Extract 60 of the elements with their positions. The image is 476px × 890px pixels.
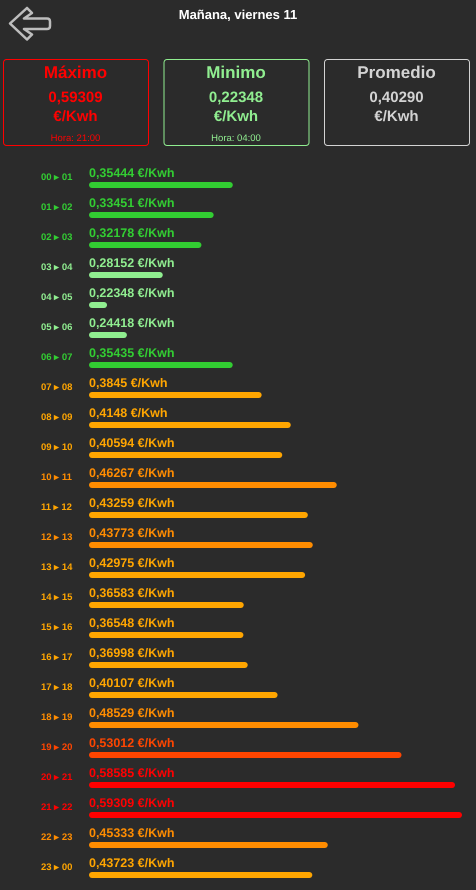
y-tick-label: 14 ▸ 15 bbox=[41, 592, 74, 603]
text: Hora: 21:00 bbox=[50, 133, 100, 144]
y-tick-label: 22 ▸ 23 bbox=[41, 832, 72, 843]
category-label: Máximo bbox=[44, 63, 108, 82]
y-tick-label: 06 ▸ 07 bbox=[41, 352, 72, 363]
data-label: 0,36548 €/Kwh bbox=[89, 616, 174, 630]
data-label: 0,45333 €/Kwh bbox=[89, 826, 174, 840]
data-label: 0,48529 €/Kwh bbox=[89, 706, 174, 720]
category-label: Minimo bbox=[206, 63, 266, 82]
data-label: 0,43723 €/Kwh bbox=[89, 856, 174, 870]
data-label: 0,35444 €/Kwh bbox=[89, 166, 174, 180]
data-label: 0,33451 €/Kwh bbox=[89, 196, 174, 210]
data-label: 0,58585 €/Kwh bbox=[89, 766, 174, 780]
text: 0,40290 bbox=[369, 89, 424, 106]
text: Mañana, viernes 11 bbox=[178, 7, 298, 22]
y-tick-label: 04 ▸ 05 bbox=[41, 292, 74, 303]
data-label: 0,32178 €/Kwh bbox=[89, 226, 174, 240]
y-tick-label: 17 ▸ 18 bbox=[41, 682, 72, 693]
data-label: 0,43259 €/Kwh bbox=[89, 496, 174, 510]
data-label: 0,36998 €/Kwh bbox=[89, 646, 174, 660]
y-tick-label: 02 ▸ 03 bbox=[41, 232, 72, 243]
data-label: 0,22348 €/Kwh bbox=[89, 286, 174, 300]
data-label: 0,28152 €/Kwh bbox=[89, 256, 174, 270]
y-tick-label: 05 ▸ 06 bbox=[41, 322, 72, 333]
y-tick-label: 18 ▸ 19 bbox=[41, 712, 72, 723]
text: €/Kwh bbox=[374, 108, 419, 125]
data-label: 0,40594 €/Kwh bbox=[89, 436, 174, 450]
y-tick-label: 20 ▸ 21 bbox=[41, 772, 74, 783]
y-tick-label: 19 ▸ 20 bbox=[41, 742, 72, 753]
data-label: 0,53012 €/Kwh bbox=[89, 736, 174, 750]
text: Hora: 04:00 bbox=[211, 133, 261, 144]
y-tick-label: 00 ▸ 01 bbox=[41, 172, 74, 183]
y-tick-label: 16 ▸ 17 bbox=[41, 652, 72, 663]
text: €/Kwh bbox=[53, 108, 98, 125]
y-tick-label: 15 ▸ 16 bbox=[41, 622, 72, 633]
data-label: 0,24418 €/Kwh bbox=[89, 316, 174, 330]
y-tick-label: 01 ▸ 02 bbox=[41, 202, 72, 213]
y-tick-label: 10 ▸ 11 bbox=[41, 472, 73, 483]
y-tick-label: 12 ▸ 13 bbox=[41, 532, 72, 543]
data-label: 0,40107 €/Kwh bbox=[89, 676, 174, 690]
data-label: 0,43773 €/Kwh bbox=[89, 526, 174, 540]
data-label: 0,46267 €/Kwh bbox=[89, 466, 174, 480]
category-label: Promedio bbox=[357, 63, 436, 82]
text: 0,22348 bbox=[208, 89, 264, 106]
y-tick-label: 07 ▸ 08 bbox=[41, 382, 72, 393]
y-tick-label: 13 ▸ 14 bbox=[41, 562, 74, 573]
y-tick-label: 03 ▸ 04 bbox=[41, 262, 74, 273]
text: 0,59309 bbox=[48, 89, 103, 106]
y-tick-label: 11 ▸ 12 bbox=[41, 502, 72, 513]
text: €/Kwh bbox=[214, 108, 258, 125]
data-label: 0,3845 €/Kwh bbox=[89, 376, 168, 390]
data-label: 0,59309 €/Kwh bbox=[89, 796, 174, 810]
data-label: 0,4148 €/Kwh bbox=[89, 406, 168, 420]
y-tick-label: 21 ▸ 22 bbox=[41, 802, 72, 813]
data-label: 0,36583 €/Kwh bbox=[89, 586, 174, 600]
data-label: 0,42975 €/Kwh bbox=[89, 556, 174, 570]
data-label: 0,35435 €/Kwh bbox=[89, 346, 174, 360]
y-tick-label: 09 ▸ 10 bbox=[41, 442, 72, 453]
y-tick-label: 23 ▸ 00 bbox=[41, 862, 72, 873]
y-tick-label: 08 ▸ 09 bbox=[41, 412, 72, 423]
